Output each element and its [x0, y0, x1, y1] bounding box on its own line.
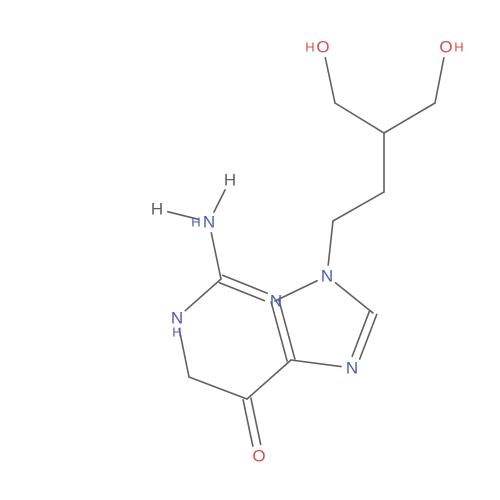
- bond-line: [220, 283, 265, 301]
- atom-h-label: H: [191, 215, 200, 230]
- bond-line: [352, 312, 369, 357]
- bond-line: [333, 192, 384, 221]
- bond-line: [247, 360, 291, 399]
- bond-line: [336, 283, 373, 313]
- bond-line: [211, 233, 221, 279]
- bond-line: [185, 279, 221, 311]
- bond-line: [360, 314, 377, 359]
- atom-label-O: O: [252, 447, 265, 466]
- atom-label-H: H: [224, 171, 236, 190]
- bond-line: [222, 275, 267, 293]
- atom-label-H: H: [151, 200, 163, 219]
- bond-line: [384, 103, 435, 133]
- bond-line: [328, 221, 333, 265]
- bond-line: [251, 398, 261, 444]
- bond-line: [435, 58, 444, 103]
- atom-label-N: N: [346, 359, 358, 378]
- bond-line: [243, 400, 253, 446]
- atom-label-N: N: [203, 213, 215, 232]
- molecule-svg: OHOHNNNNHONHHH: [0, 0, 500, 500]
- bond-line: [214, 190, 225, 212]
- atom-label-N: N: [270, 292, 282, 311]
- atom-h-label: H: [305, 40, 314, 55]
- atom-h-label: H: [454, 40, 463, 55]
- atom-label-N: N: [321, 267, 333, 286]
- bond-line: [325, 58, 335, 103]
- bond-line: [335, 103, 384, 133]
- molecule-diagram: { "width": 500, "height": 500, "backgrou…: [0, 0, 500, 500]
- bond-line: [189, 377, 247, 399]
- atom-label-O: O: [316, 38, 329, 57]
- bond-line: [291, 360, 341, 367]
- atom-h-label: H: [172, 325, 181, 340]
- bond-line: [271, 302, 287, 361]
- atom-label-O: O: [439, 38, 452, 57]
